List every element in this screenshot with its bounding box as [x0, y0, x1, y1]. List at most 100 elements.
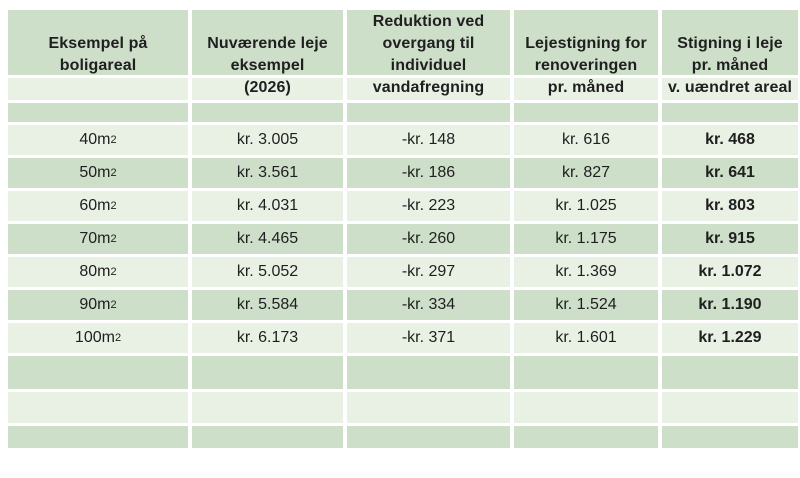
reduction-cell: -kr. 334	[347, 290, 510, 320]
increase-cell: kr. 1.175	[514, 224, 658, 254]
table-row: 100m 2 kr. 6.173 -kr. 371 kr. 1.601 kr. 1…	[8, 323, 798, 353]
empty-cell	[347, 103, 510, 122]
header-bg-cell	[192, 10, 343, 75]
header-line: Eksempel på	[48, 35, 148, 52]
header-cell-area: Eksempel på boligareal	[8, 10, 188, 100]
increase-cell: kr. 1.524	[514, 290, 658, 320]
reduction-cell: -kr. 297	[347, 257, 510, 287]
table-row: 80m 2 kr. 5.052 -kr. 297 kr. 1.369 kr. 1.…	[8, 257, 798, 287]
current-rent-cell: kr. 3.005	[192, 125, 343, 155]
empty-cell	[192, 392, 343, 423]
empty-cell	[662, 356, 798, 389]
rent-example-table: Eksempel på boligareal Nuværende leje ek…	[8, 10, 798, 448]
header-bg-cell	[192, 78, 343, 100]
header-line: boligareal	[59, 57, 137, 74]
empty-cell	[347, 426, 510, 448]
empty-cell	[347, 356, 510, 389]
empty-row	[8, 392, 798, 423]
current-rent-cell: kr. 5.052	[192, 257, 343, 287]
empty-cell	[8, 392, 188, 423]
increase-cell: kr. 1.025	[514, 191, 658, 221]
header-line: Nuværende leje	[207, 35, 328, 52]
empty-cell	[192, 356, 343, 389]
current-rent-cell: kr. 4.031	[192, 191, 343, 221]
spacer-row	[8, 103, 798, 122]
header-bg-cell	[347, 10, 510, 75]
net-increase-cell: kr. 915	[662, 224, 798, 254]
area-cell: 70m 2	[8, 224, 188, 254]
empty-cell	[192, 426, 343, 448]
header-bg-cell	[514, 78, 658, 100]
header-line: Reduktion ved	[372, 13, 485, 30]
empty-cell	[662, 426, 798, 448]
header-line: pr. måned	[691, 57, 769, 74]
table-row: 60m 2 kr. 4.031 -kr. 223 kr. 1.025 kr. 80…	[8, 191, 798, 221]
header-cell-renovation-increase: Lejestigning for renoveringen pr. måned	[514, 10, 658, 100]
net-increase-cell: kr. 641	[662, 158, 798, 188]
header-line: v. uændret areal	[667, 79, 792, 96]
empty-cell	[514, 392, 658, 423]
empty-cell	[8, 103, 188, 122]
header-bg-cell	[514, 10, 658, 75]
reduction-cell: -kr. 223	[347, 191, 510, 221]
header-line: overgang til	[382, 35, 475, 52]
table-row: 40m 2 kr. 3.005 -kr. 148 kr. 616 kr. 468	[8, 125, 798, 155]
area-cell: 100m 2	[8, 323, 188, 353]
header-line: Stigning i leje	[677, 35, 783, 52]
header-cell-current-rent: Nuværende leje eksempel (2026)	[192, 10, 343, 100]
area-cell: 80m 2	[8, 257, 188, 287]
header-line: (2026)	[244, 79, 291, 96]
empty-cell	[514, 356, 658, 389]
header-band-dark	[8, 10, 798, 75]
empty-cell	[662, 103, 798, 122]
empty-cell	[8, 356, 188, 389]
reduction-cell: -kr. 371	[347, 323, 510, 353]
current-rent-cell: kr. 5.584	[192, 290, 343, 320]
increase-cell: kr. 827	[514, 158, 658, 188]
table-row: 90m 2 kr. 5.584 -kr. 334 kr. 1.524 kr. 1.…	[8, 290, 798, 320]
increase-cell: kr. 616	[514, 125, 658, 155]
reduction-cell: -kr. 260	[347, 224, 510, 254]
header-labels: Eksempel på boligareal Nuværende leje ek…	[8, 10, 798, 100]
net-increase-cell: kr. 1.072	[662, 257, 798, 287]
table-row: 70m 2 kr. 4.465 -kr. 260 kr. 1.175 kr. 91…	[8, 224, 798, 254]
net-increase-cell: kr. 803	[662, 191, 798, 221]
header-band-light	[8, 78, 798, 100]
net-increase-cell: kr. 468	[662, 125, 798, 155]
empty-row	[8, 426, 798, 448]
header-bg-cell	[662, 78, 798, 100]
header-bg-cell	[662, 10, 798, 75]
increase-cell: kr. 1.601	[514, 323, 658, 353]
empty-cell	[8, 426, 188, 448]
header-bg-cell	[8, 78, 188, 100]
area-cell: 50m 2	[8, 158, 188, 188]
empty-cell	[662, 392, 798, 423]
header-bg-cell	[8, 10, 188, 75]
reduction-cell: -kr. 148	[347, 125, 510, 155]
current-rent-cell: kr. 4.465	[192, 224, 343, 254]
increase-cell: kr. 1.369	[514, 257, 658, 287]
area-cell: 60m 2	[8, 191, 188, 221]
net-increase-cell: kr. 1.229	[662, 323, 798, 353]
empty-cell	[347, 392, 510, 423]
area-cell: 40m 2	[8, 125, 188, 155]
empty-row	[8, 356, 798, 389]
table-header: Eksempel på boligareal Nuværende leje ek…	[8, 10, 798, 100]
header-line: individuel	[390, 57, 467, 74]
current-rent-cell: kr. 6.173	[192, 323, 343, 353]
empty-cell	[192, 103, 343, 122]
empty-cell	[514, 426, 658, 448]
header-line: Lejestigning for	[525, 35, 647, 52]
net-increase-cell: kr. 1.190	[662, 290, 798, 320]
header-line: renoveringen	[534, 57, 638, 74]
header-line: pr. måned	[547, 79, 625, 96]
area-cell: 90m 2	[8, 290, 188, 320]
header-cell-net-increase: Stigning i leje pr. måned v. uændret are…	[662, 10, 798, 100]
empty-cell	[514, 103, 658, 122]
header-line: eksempel	[230, 57, 305, 74]
header-cell-water-reduction: Reduktion ved overgang til individuel va…	[347, 10, 510, 100]
header-line: vandafregning	[372, 79, 485, 96]
table-row: 50m 2 kr. 3.561 -kr. 186 kr. 827 kr. 641	[8, 158, 798, 188]
current-rent-cell: kr. 3.561	[192, 158, 343, 188]
